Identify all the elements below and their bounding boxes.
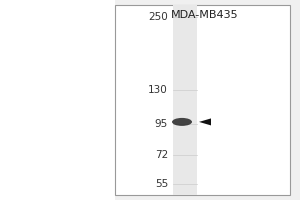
Text: 250: 250 bbox=[148, 12, 168, 22]
Text: 95: 95 bbox=[155, 119, 168, 129]
Text: 130: 130 bbox=[148, 85, 168, 95]
Text: 55: 55 bbox=[155, 179, 168, 189]
Polygon shape bbox=[199, 118, 211, 125]
Bar bbox=[173, 5, 197, 195]
Text: 72: 72 bbox=[155, 150, 168, 160]
Bar bbox=[115, 5, 290, 195]
Text: MDA-MB435: MDA-MB435 bbox=[171, 10, 239, 20]
Bar bbox=[0, 0, 115, 200]
Ellipse shape bbox=[172, 118, 192, 126]
